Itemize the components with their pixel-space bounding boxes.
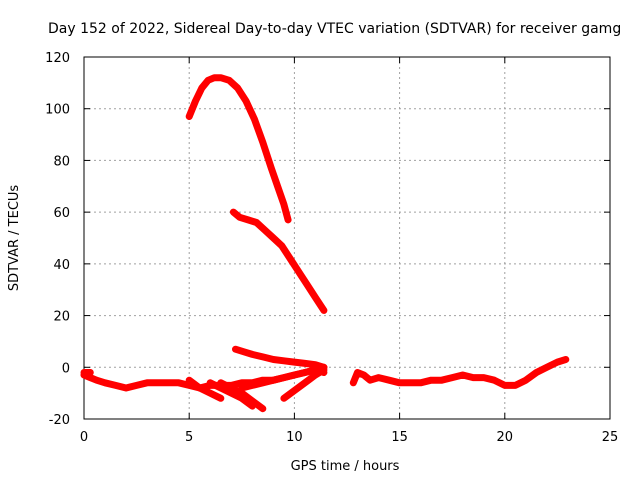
y-tick-label: -20 [49,413,70,428]
series-drop-3 [217,379,267,413]
plot-frame [83,56,611,420]
series-arc-mid [229,208,328,314]
x-tick-label: 15 [391,430,408,445]
y-tick-label: 60 [53,206,70,221]
data-series [80,74,570,413]
x-tick-label: 25 [602,430,619,445]
x-axis: 0 5 10 15 20 25 [80,57,618,445]
x-tick-label: 10 [286,430,303,445]
series-baseline-afternoon [349,356,570,389]
chart-title: Day 152 of 2022, Sidereal Day-to-day VTE… [48,21,621,37]
y-tick-label: 80 [53,154,70,169]
x-tick-label: 5 [185,430,193,445]
y-axis-label: SDTVAR / TECUs [7,185,22,292]
y-tick-label: 40 [53,258,70,273]
series-arc-low [232,345,328,371]
y-axis: -20 0 20 40 60 80 100 120 [45,51,610,428]
grid [84,57,610,419]
series-rise-2 [280,366,328,402]
x-tick-label: 20 [497,430,514,445]
y-tick-label: 100 [45,103,70,118]
y-tick-label: 120 [45,51,70,66]
series-drop-2 [206,379,256,410]
x-axis-label: GPS time / hours [291,459,400,474]
series-drop-1 [185,376,225,402]
x-tick-label: 0 [80,430,88,445]
y-tick-label: 0 [62,361,70,376]
series-arc-high [185,74,292,224]
series-rise-1 [238,363,328,392]
y-tick-label: 20 [53,310,70,325]
